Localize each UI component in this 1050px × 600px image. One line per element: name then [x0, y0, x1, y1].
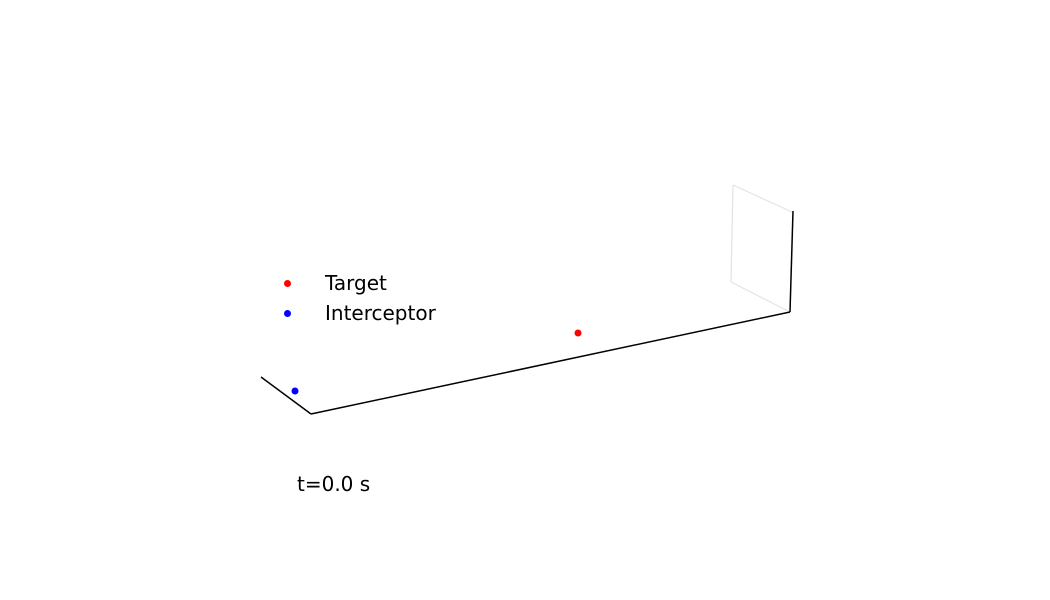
legend-label-interceptor: Interceptor	[325, 301, 436, 325]
legend-marker-target	[284, 279, 291, 287]
legend: Target Interceptor	[276, 268, 436, 328]
axis-left-short	[260, 376, 312, 415]
point-interceptor	[291, 387, 299, 395]
axes	[260, 210, 794, 415]
pane-edges	[730, 184, 793, 313]
point-target	[574, 329, 582, 337]
points	[291, 329, 582, 395]
axis-vertical-right	[789, 210, 794, 313]
time-label: t=0.0 s	[297, 472, 371, 496]
pane-edge-back-vertical	[730, 184, 734, 283]
pane-edge-top	[732, 184, 793, 213]
legend-marker-interceptor	[284, 309, 291, 317]
legend-label-target: Target	[325, 271, 387, 295]
axis-long-bottom	[310, 311, 791, 415]
legend-item-target: Target	[276, 268, 436, 298]
legend-item-interceptor: Interceptor	[276, 298, 436, 328]
pane-edge-bottom	[730, 281, 791, 313]
